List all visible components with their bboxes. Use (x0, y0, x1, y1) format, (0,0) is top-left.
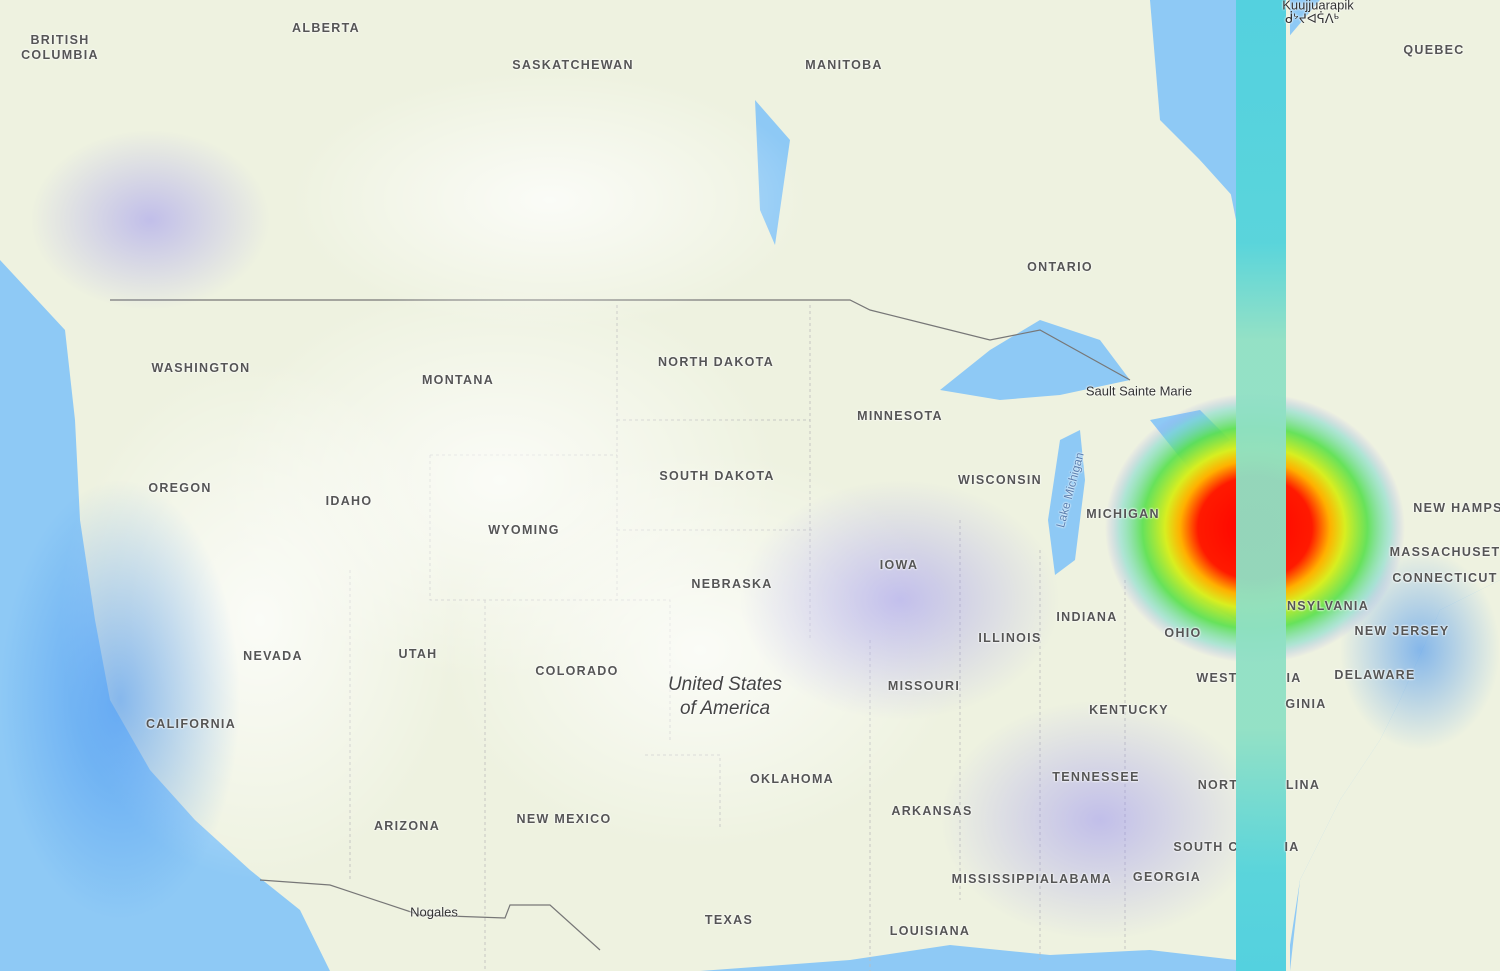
label-washington: WASHINGTON (151, 361, 251, 375)
label-kuujjuarapik: Kuujjuarapik (1282, 0, 1354, 13)
label-missouri: MISSOURI (887, 679, 961, 693)
label-south-dakota: SOUTH DAKOTA (659, 469, 775, 483)
label-saskatchewan: SASKATCHEWAN (512, 58, 634, 72)
label-west-virginia: WEST (1196, 671, 1238, 685)
label-illinois: ILLINOIS (978, 631, 1042, 645)
label-michigan: MICHIGAN (1086, 507, 1160, 521)
label-indiana: INDIANA (1056, 610, 1118, 624)
label-idaho: IDAHO (325, 494, 373, 508)
label-ohio: OHIO (1164, 626, 1202, 640)
country-line-2: of America (679, 698, 771, 719)
label-connecticut: CONNECTICUT (1392, 571, 1498, 585)
label-quebec: QUEBEC (1403, 43, 1465, 57)
label-alabama: ALABAMA (1039, 872, 1113, 886)
label-new-mexico: NEW MEXICO (516, 812, 612, 826)
label-massachusetts: MASSACHUSET (1389, 545, 1500, 559)
label-arizona: ARIZONA (373, 819, 441, 833)
label-country-usa: United States of America (668, 673, 782, 721)
label-wyoming: WYOMING (488, 523, 560, 537)
label-montana: MONTANA (421, 373, 495, 387)
label-new-hampshire: NEW HAMPS (1413, 501, 1500, 515)
label-alberta: ALBERTA (292, 21, 360, 35)
label-colorado: COLORADO (535, 664, 619, 678)
label-oklahoma: OKLAHOMA (749, 772, 835, 786)
label-minnesota: MINNESOTA (857, 409, 943, 423)
hudson-bay (1150, 0, 1236, 200)
label-manitoba: MANITOBA (805, 58, 883, 72)
label-virginia: GINIA (1285, 697, 1327, 711)
label-delaware: DELAWARE (1334, 668, 1416, 682)
label-nevada: NEVADA (243, 649, 303, 663)
label-virginia-part: IA (1286, 671, 1302, 685)
label-nebraska: NEBRASKA (691, 577, 773, 591)
label-louisiana: LOUISIANA (889, 924, 971, 938)
label-north-carolina-b: LINA (1285, 778, 1321, 792)
label-georgia: GEORGIA (1132, 870, 1202, 884)
label-british-columbia: BRITISH COLUMBIA (21, 33, 99, 62)
label-mississippi: MISSISSIPPI (951, 872, 1041, 886)
label-nogales: Nogales (410, 904, 458, 920)
label-south-carolina-b: IA (1284, 840, 1300, 854)
label-wisconsin: WISCONSIN (958, 473, 1042, 487)
label-iowa: IOWA (879, 558, 919, 572)
label-tennessee: TENNESSEE (1052, 770, 1140, 784)
label-oregon: OREGON (148, 481, 212, 495)
label-sault-sainte-marie: Sault Sainte Marie (1085, 383, 1193, 399)
heatmap-stripe (1236, 0, 1286, 971)
borders (110, 299, 1131, 951)
label-north-dakota: NORTH DAKOTA (657, 355, 775, 369)
label-arkansas: ARKANSAS (891, 804, 973, 818)
label-kuujjuarapik-syllabics: ᑰᔾᔪᐊᕌᐱᒃ (1285, 11, 1339, 26)
country-line-1: United States (667, 674, 783, 695)
label-texas: TEXAS (704, 913, 754, 927)
label-north-carolina-a: NORT (1197, 778, 1239, 792)
label-california: CALIFORNIA (145, 717, 237, 731)
label-pennsylvania: NSYLVANIA (1286, 599, 1370, 613)
label-new-jersey: NEW JERSEY (1354, 624, 1450, 638)
label-kentucky: KENTUCKY (1089, 703, 1169, 717)
label-south-carolina-a: SOUTH C (1173, 840, 1239, 854)
label-ontario: ONTARIO (1027, 260, 1093, 274)
label-utah: UTAH (398, 647, 438, 661)
